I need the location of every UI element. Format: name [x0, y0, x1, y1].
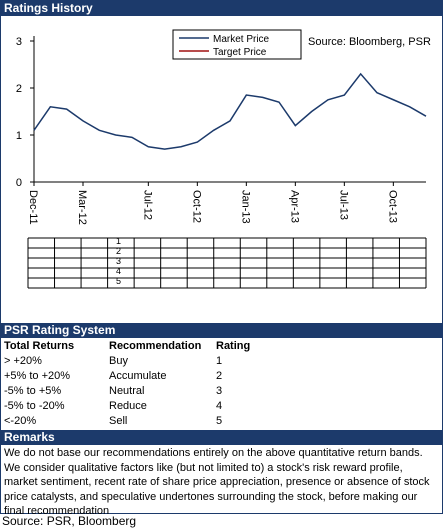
- y-tick-label: 0: [16, 177, 22, 189]
- grid-row-label: 2: [116, 246, 121, 256]
- x-tick-label: Mar-12: [76, 190, 88, 225]
- table-cell: Reduce: [109, 399, 147, 412]
- table-row: -5% to +5% Neutral 3: [4, 383, 276, 398]
- column-header: Rating: [216, 339, 251, 352]
- table-cell: > +20%: [4, 354, 42, 367]
- header-row: Total Returns Recommendation Rating: [4, 338, 276, 353]
- table-cell: -5% to -20%: [4, 399, 65, 412]
- y-tick-label: 3: [16, 36, 22, 48]
- remarks-text: We do not base our recommendations entir…: [4, 447, 430, 517]
- y-tick-label: 1: [16, 130, 22, 142]
- rating-table: Total Returns Recommendation Rating > +20% B…: [4, 338, 276, 428]
- section-header: Ratings History: [1, 1, 442, 16]
- legend-box: [172, 29, 302, 60]
- table-cell: Buy: [109, 354, 128, 367]
- table-cell: 4: [216, 399, 223, 412]
- grid-row-label: 1: [116, 236, 121, 246]
- price-line: [33, 72, 427, 150]
- column-header: Total Returns: [4, 339, 75, 352]
- x-tick-label: Jul-13: [337, 190, 349, 220]
- table-row: <-20% Sell 5: [4, 413, 276, 428]
- x-tick-label: Dec-11: [27, 190, 39, 225]
- grid-row-label: 3: [116, 256, 121, 266]
- section-header: PSR Rating System: [1, 323, 442, 338]
- legend-label: Target Price: [213, 47, 267, 58]
- table-cell: <-20%: [4, 414, 37, 427]
- table-cell: 5: [216, 414, 223, 427]
- x-tick-label: Jul-12: [141, 190, 153, 220]
- table-cell: 1: [216, 354, 223, 367]
- column-header: Recommendation: [109, 339, 202, 352]
- chart-annotation: Source: Bloomberg, PSR: [308, 36, 431, 48]
- grid-row-label: 5: [116, 276, 121, 286]
- x-tick-label: Oct-13: [386, 190, 398, 223]
- grid-row-label: 4: [116, 266, 121, 276]
- table-row: +5% to +20% Accumulate 2: [4, 368, 276, 383]
- x-tick-label: Jan-13: [239, 190, 251, 224]
- table-cell: +5% to +20%: [4, 369, 71, 382]
- y-tick-label: 2: [16, 83, 22, 95]
- table-row: -5% to -20% Reduce 4: [4, 398, 276, 413]
- x-tick-label: Apr-13: [288, 190, 300, 223]
- table-cell: 3: [216, 384, 223, 397]
- report-box: Ratings History 0 1 2 3 Dec-11 Mar-12 Jul-12 Oc…: [0, 0, 443, 517]
- source: Source: PSR, Bloomberg: [2, 514, 137, 528]
- table-cell: Neutral: [109, 384, 145, 397]
- table-cell: 2: [216, 369, 223, 382]
- section-header: Remarks: [1, 430, 442, 445]
- table-cell: Accumulate: [109, 369, 167, 382]
- table-row: > +20% Buy 1: [4, 353, 276, 368]
- table-cell: -5% to +5%: [4, 384, 62, 397]
- x-tick-label: Oct-12: [190, 190, 202, 223]
- legend-label: Market Price: [213, 34, 270, 45]
- table-cell: Sell: [109, 414, 128, 427]
